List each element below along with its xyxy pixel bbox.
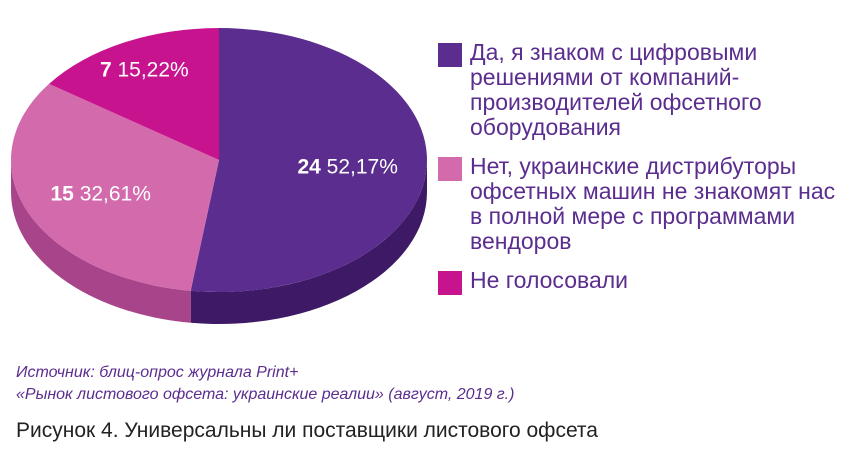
legend-item-no: Нет, украинские дистрибуторы офсетных ма… (438, 154, 848, 254)
legend-swatch-yes (438, 43, 462, 67)
slice-percent-no: 32,61% (80, 183, 151, 206)
slice-count-abstain: 7 (100, 59, 118, 82)
pie-chart: 24 52,17% 15 32,61% 7 15,22% (11, 28, 428, 324)
pie-slice-no (11, 83, 220, 291)
legend-swatch-no (438, 157, 462, 181)
figure-caption: Рисунок 4. Универсальны ли поставщики ли… (16, 419, 598, 442)
source-line-2: «Рынок листового офсета: украинские реал… (16, 386, 515, 403)
legend-item-abstain: Не голосовали (438, 268, 848, 295)
legend: Да, я знаком с цифровыми решениями от ко… (438, 40, 848, 309)
pie-slice-abstain (49, 28, 219, 160)
legend-swatch-abstain (438, 271, 462, 295)
pie-slice-yes (190, 28, 428, 292)
slice-label-yes: 24 52,17% (297, 156, 397, 179)
pie-sides (11, 160, 427, 324)
legend-label-abstain: Не голосовали (470, 267, 629, 293)
slice-label-abstain: 7 15,22% (100, 59, 189, 82)
pie-labels: 24 52,17% 15 32,61% 7 15,22% (50, 59, 397, 206)
legend-label-no: Нет, украинские дистрибуторы офсетных ма… (470, 153, 836, 254)
pie-slices (11, 28, 428, 292)
pie-side-no (11, 160, 191, 323)
source-note: Источник: блиц-опрос журнала Print+ «Рын… (16, 362, 514, 406)
slice-percent-abstain: 15,22% (117, 59, 188, 82)
legend-item-yes: Да, я знаком с цифровыми решениями от ко… (438, 40, 848, 140)
slice-label-no: 15 32,61% (50, 183, 150, 206)
legend-label-yes: Да, я знаком с цифровыми решениями от ко… (470, 39, 762, 140)
slice-count-no: 15 (50, 183, 79, 206)
slice-count-yes: 24 (297, 156, 326, 179)
pie-side-yes (190, 160, 427, 324)
slice-percent-yes: 52,17% (327, 156, 398, 179)
source-line-1: Источник: блиц-опрос журнала Print+ (16, 364, 299, 381)
